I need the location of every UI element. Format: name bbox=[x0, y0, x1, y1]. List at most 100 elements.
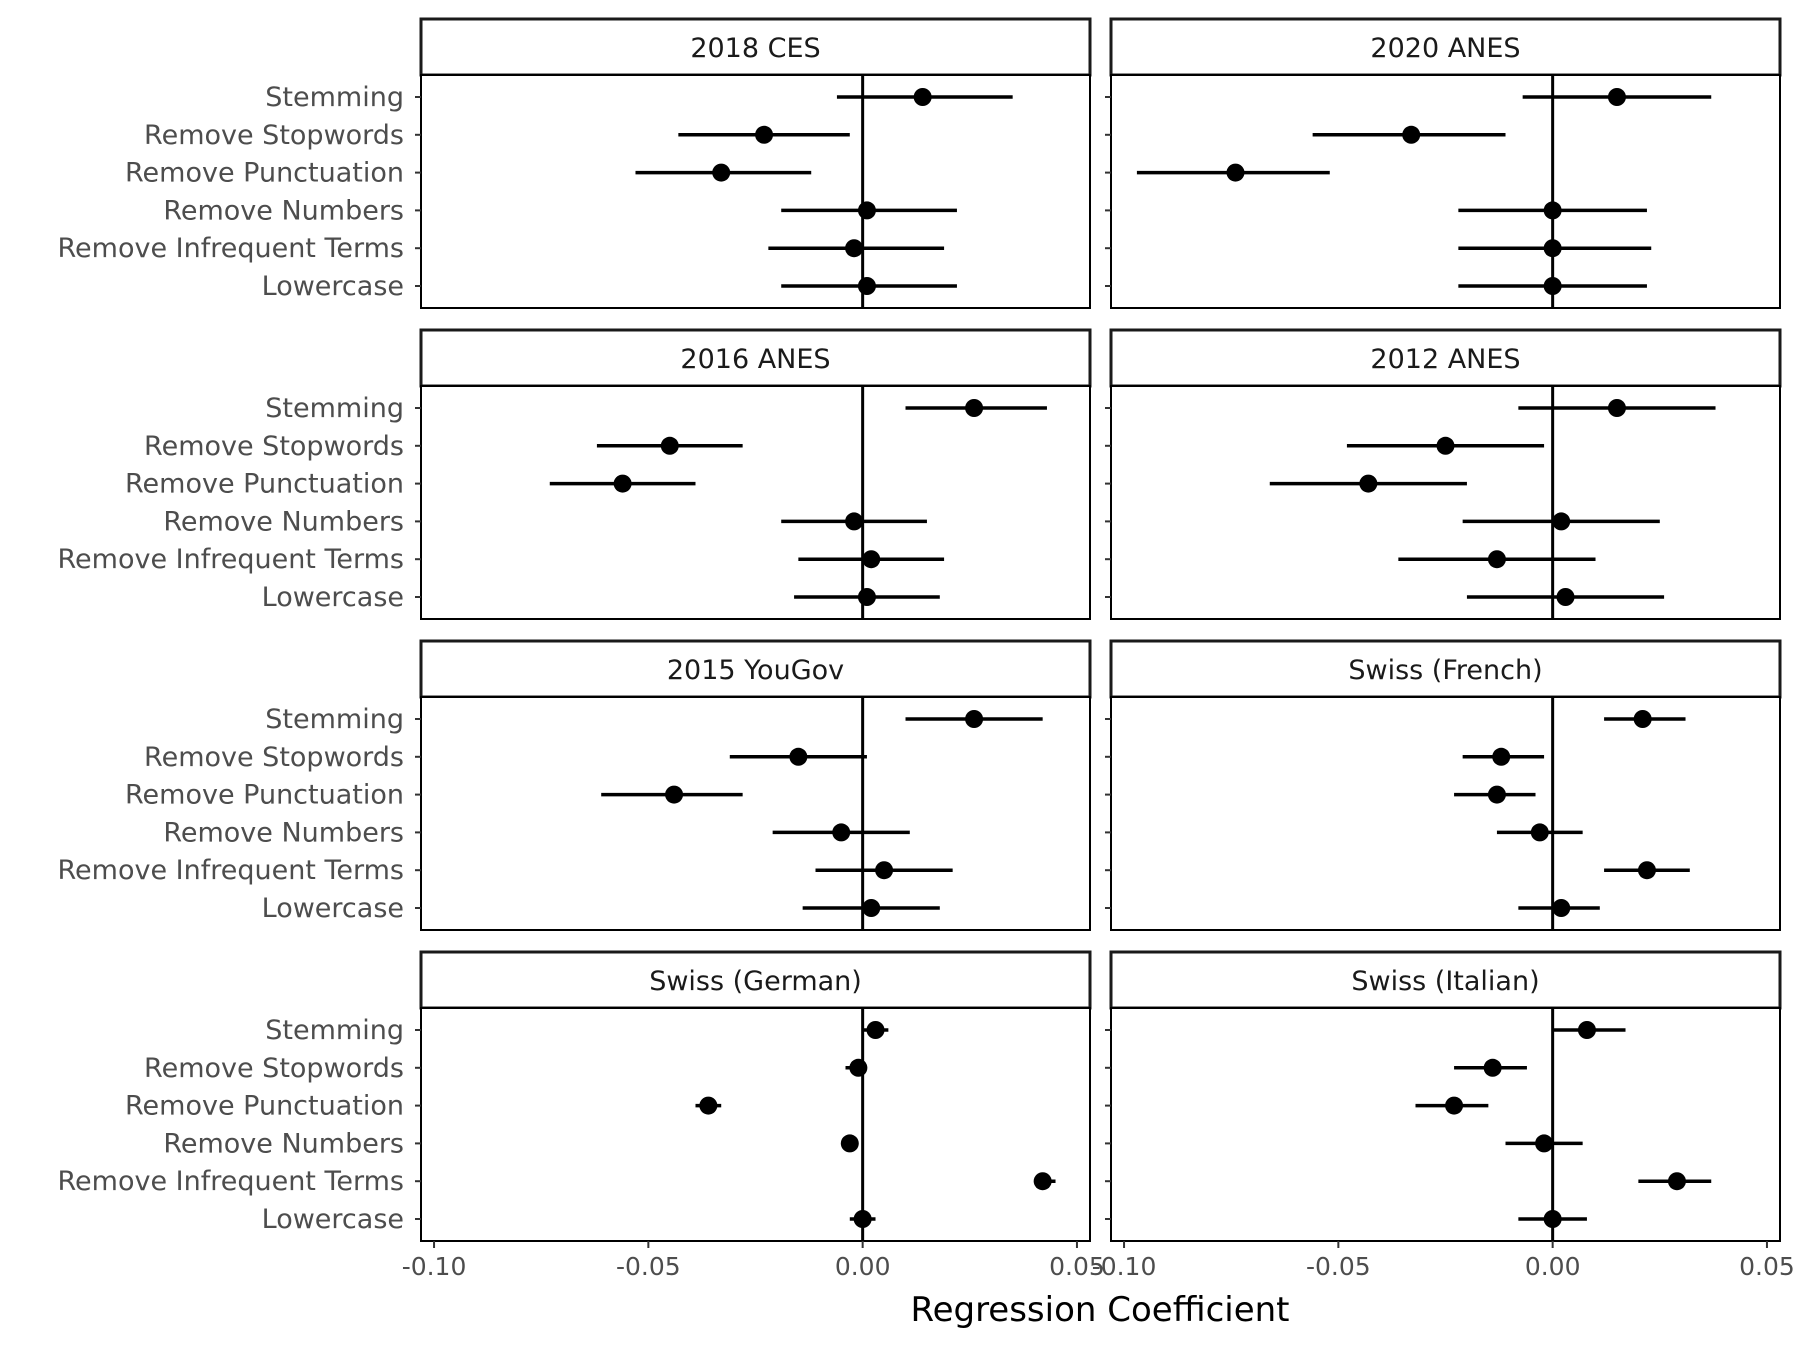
point-remove-stopwords bbox=[1402, 125, 1421, 144]
y-tick-label-lowercase: Lowercase bbox=[262, 1204, 404, 1235]
x-tick-label: 0.05 bbox=[1739, 1252, 1795, 1281]
point-remove-infrequent-terms bbox=[1637, 861, 1656, 880]
panel-plot-area bbox=[1110, 1007, 1781, 1242]
point-remove-numbers bbox=[1543, 201, 1562, 220]
point-remove-infrequent-terms bbox=[1487, 550, 1506, 569]
y-tick-label-remove-numbers: Remove Numbers bbox=[163, 195, 404, 226]
panel-title: 2016 ANES bbox=[680, 344, 830, 375]
x-tick-label: 0.05 bbox=[1049, 1252, 1105, 1281]
panel-title: Swiss (French) bbox=[1348, 655, 1542, 686]
point-remove-stopwords bbox=[1483, 1058, 1502, 1077]
point-remove-stopwords bbox=[755, 125, 774, 144]
x-axis-swiss-german: -0.10 -0.05 0.00 0.05 bbox=[402, 1241, 1105, 1281]
y-tick-label-remove-infrequent-terms: Remove Infrequent Terms bbox=[57, 855, 404, 886]
point-stemming bbox=[913, 88, 932, 106]
y-tick-label-stemming: Stemming bbox=[265, 704, 404, 735]
x-axis-title: Regression Coefficient bbox=[910, 1290, 1289, 1330]
panel-strip bbox=[419, 17, 1092, 77]
x-axis-swiss-italian: -0.10 -0.05 0.00 0.05 bbox=[1092, 1241, 1795, 1281]
panel-2018-ces: 2018 CES Stemming Remove Stopwords Remove P… bbox=[57, 17, 1092, 309]
panel-strip bbox=[419, 328, 1092, 388]
panel-swiss-french: Swiss (French) bbox=[1105, 639, 1782, 931]
point-remove-punctuation bbox=[1487, 785, 1506, 804]
y-tick-label-remove-stopwords: Remove Stopwords bbox=[144, 120, 404, 151]
point-remove-infrequent-terms bbox=[862, 550, 881, 569]
panel-plot-area bbox=[420, 74, 1091, 309]
panel-plot-area bbox=[420, 696, 1091, 931]
panel-2012-anes: 2012 ANES bbox=[1105, 328, 1782, 620]
point-remove-numbers bbox=[1535, 1134, 1554, 1153]
point-remove-punctuation bbox=[613, 474, 632, 493]
y-tick-label-remove-stopwords: Remove Stopwords bbox=[144, 1053, 404, 1084]
panel-plot-area bbox=[420, 385, 1091, 620]
y-tick-label-stemming: Stemming bbox=[265, 393, 404, 424]
y-tick-label-remove-punctuation: Remove Punctuation bbox=[125, 469, 404, 500]
y-tick-label-remove-stopwords: Remove Stopwords bbox=[144, 742, 404, 773]
panel-plot-area bbox=[420, 1007, 1091, 1242]
panel-2020-anes: 2020 ANES bbox=[1105, 17, 1782, 309]
point-remove-infrequent-terms bbox=[1543, 239, 1562, 258]
y-tick-label-remove-numbers: Remove Numbers bbox=[163, 817, 404, 848]
point-lowercase bbox=[857, 588, 876, 606]
x-tick-label: -0.05 bbox=[616, 1252, 681, 1281]
point-lowercase bbox=[1543, 1210, 1562, 1228]
y-tick-label-lowercase: Lowercase bbox=[262, 893, 404, 924]
x-axes: -0.10 -0.05 0.00 0.05-0.10 -0.05 0.00 0.05 bbox=[402, 1241, 1795, 1281]
y-tick-label-remove-punctuation: Remove Punctuation bbox=[125, 780, 404, 811]
panel-2016-anes: 2016 ANES Stemming Remove Stopwords Remove … bbox=[57, 328, 1092, 620]
y-tick-label-remove-infrequent-terms: Remove Infrequent Terms bbox=[57, 544, 404, 575]
panel-plot-area bbox=[1110, 696, 1781, 931]
y-tick-label-lowercase: Lowercase bbox=[262, 582, 404, 613]
panel-strip bbox=[419, 639, 1092, 699]
point-remove-numbers bbox=[1530, 823, 1549, 842]
point-remove-stopwords bbox=[849, 1058, 868, 1077]
x-tick-label: 0.00 bbox=[835, 1252, 891, 1281]
panel-plot-area bbox=[1110, 385, 1781, 620]
point-remove-infrequent-terms bbox=[1667, 1172, 1686, 1191]
x-tick-label: -0.10 bbox=[1092, 1252, 1157, 1281]
panel-title: 2012 ANES bbox=[1370, 344, 1520, 375]
y-tick-label-lowercase: Lowercase bbox=[262, 271, 404, 302]
y-tick-label-remove-punctuation: Remove Punctuation bbox=[125, 1091, 404, 1122]
point-lowercase bbox=[1556, 588, 1575, 606]
point-stemming bbox=[1577, 1021, 1596, 1039]
point-lowercase bbox=[862, 899, 881, 917]
panel-title: Swiss (Italian) bbox=[1351, 966, 1539, 997]
point-stemming bbox=[965, 710, 984, 728]
panel-title: 2015 YouGov bbox=[667, 655, 844, 686]
point-remove-infrequent-terms bbox=[845, 239, 864, 258]
y-tick-label-remove-punctuation: Remove Punctuation bbox=[125, 158, 404, 189]
point-remove-numbers bbox=[840, 1134, 859, 1153]
y-tick-label-stemming: Stemming bbox=[265, 1015, 404, 1046]
point-remove-stopwords bbox=[1492, 747, 1511, 766]
point-remove-stopwords bbox=[1436, 436, 1455, 455]
point-remove-punctuation bbox=[1226, 163, 1245, 182]
point-lowercase bbox=[857, 277, 876, 295]
panel-plot-area bbox=[1110, 74, 1781, 309]
point-remove-numbers bbox=[1552, 512, 1571, 531]
panel-strip bbox=[1109, 639, 1782, 699]
panel-swiss-italian: Swiss (Italian) bbox=[1105, 950, 1782, 1242]
point-remove-punctuation bbox=[699, 1096, 718, 1115]
point-remove-numbers bbox=[832, 823, 851, 842]
y-tick-label-remove-infrequent-terms: Remove Infrequent Terms bbox=[57, 1166, 404, 1197]
y-tick-label-remove-numbers: Remove Numbers bbox=[163, 506, 404, 537]
panel-2015-yougov: 2015 YouGov Stemming Remove Stopwords Remov… bbox=[57, 639, 1092, 931]
point-remove-punctuation bbox=[1445, 1096, 1464, 1115]
point-remove-stopwords bbox=[660, 436, 679, 455]
panel-title: 2020 ANES bbox=[1370, 33, 1520, 64]
point-stemming bbox=[1607, 88, 1626, 106]
x-tick-label: -0.10 bbox=[402, 1252, 467, 1281]
point-remove-stopwords bbox=[789, 747, 808, 766]
point-remove-punctuation bbox=[1359, 474, 1378, 493]
point-lowercase bbox=[1543, 277, 1562, 295]
panel-swiss-german: Swiss (German) Stemming Remove Stopwords Re… bbox=[57, 950, 1092, 1242]
point-remove-punctuation bbox=[712, 163, 731, 182]
y-tick-label-remove-infrequent-terms: Remove Infrequent Terms bbox=[57, 233, 404, 264]
panel-title: Swiss (German) bbox=[649, 966, 862, 997]
panel-strip bbox=[1109, 950, 1782, 1010]
point-stemming bbox=[1633, 710, 1652, 728]
x-tick-label: -0.05 bbox=[1306, 1252, 1371, 1281]
point-remove-infrequent-terms bbox=[875, 861, 894, 880]
